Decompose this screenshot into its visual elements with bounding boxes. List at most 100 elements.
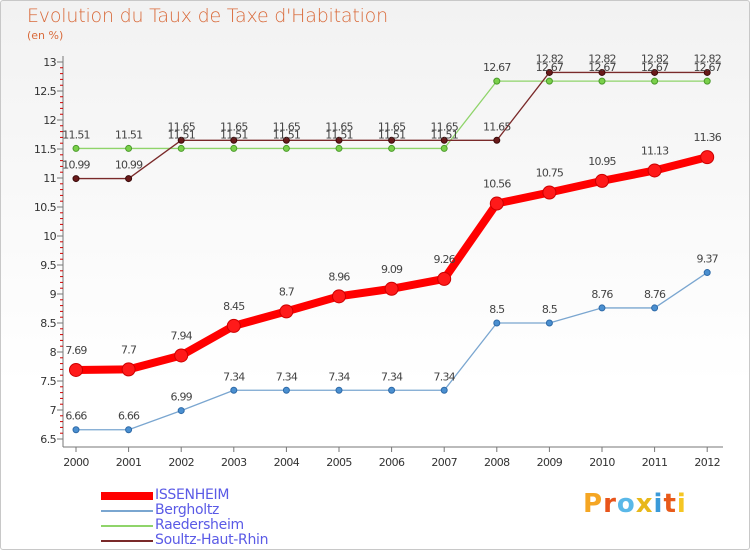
data-label-soultz-haut-rhin: 10.99 — [62, 159, 90, 172]
data-label-raedersheim: 11.51 — [325, 128, 353, 141]
data-label-soultz-haut-rhin: 11.65 — [220, 120, 248, 133]
data-label-soultz-haut-rhin: 12.82 — [693, 52, 721, 65]
y-axis-ticks: 6.5 7 7.5 8 8.5 9 9.5 10 10.5 11 11.5 12 12.5 13 — [34, 56, 57, 446]
data-point-bergholtz — [177, 407, 185, 415]
data-label-soultz-haut-rhin: 11.65 — [378, 120, 406, 133]
data-label-issenheim: 10.75 — [536, 167, 564, 180]
legend-label-raedersheim: Raedersheim — [155, 517, 244, 533]
data-label-issenheim: 11.36 — [693, 131, 721, 144]
data-point-bergholtz — [72, 426, 80, 434]
data-point-issenheim — [489, 196, 504, 211]
data-label-bergholtz: 6.66 — [118, 410, 140, 423]
data-point-bergholtz — [493, 319, 501, 327]
data-point-soultz-haut-rhin — [72, 175, 80, 183]
data-label-raedersheim: 11.51 — [273, 128, 301, 141]
data-label-raedersheim: 11.51 — [62, 128, 90, 141]
data-label-bergholtz: 9.37 — [697, 253, 719, 266]
data-label-raedersheim: 12.67 — [641, 61, 669, 74]
data-label-soultz-haut-rhin: 11.65 — [273, 120, 301, 133]
data-point-raedersheim — [545, 77, 553, 85]
data-point-bergholtz — [230, 386, 238, 394]
data-point-raedersheim — [493, 77, 501, 85]
data-label-issenheim: 10.56 — [483, 178, 511, 191]
data-label-issenheim: 8.96 — [328, 270, 350, 283]
data-label-bergholtz: 8.5 — [542, 303, 558, 316]
data-label-bergholtz: 8.5 — [489, 303, 505, 316]
x-tick-label: 2007 — [431, 456, 457, 469]
data-point-raedersheim — [388, 144, 396, 152]
data-point-issenheim — [647, 163, 662, 178]
legend-swatch-raedersheim — [101, 524, 153, 527]
logo-letter: i — [676, 489, 687, 519]
data-label-bergholtz: 8.76 — [591, 288, 613, 301]
x-tick-label: 2010 — [589, 456, 615, 469]
x-tick-label: 2002 — [168, 456, 194, 469]
data-label-raedersheim: 11.51 — [220, 128, 248, 141]
x-tick-label: 2009 — [537, 456, 563, 469]
data-label-issenheim: 8.7 — [279, 285, 295, 298]
data-point-soultz-haut-rhin — [335, 136, 343, 144]
data-label-issenheim: 7.7 — [121, 343, 137, 356]
data-label-issenheim: 9.26 — [434, 253, 456, 266]
data-label-soultz-haut-rhin: 11.65 — [167, 120, 195, 133]
data-label-raedersheim: 12.67 — [693, 61, 721, 74]
data-label-issenheim: 8.45 — [223, 300, 245, 313]
y-tick-label: 12.5 — [34, 85, 57, 98]
legend-item-raedersheim[interactable]: Raedersheim — [101, 518, 268, 533]
legend-item-soultz-haut-rhin[interactable]: Soultz-Haut-Rhin — [101, 533, 269, 548]
data-point-soultz-haut-rhin — [651, 68, 659, 76]
data-point-raedersheim — [282, 144, 290, 152]
y-tick-label: 9.5 — [40, 259, 56, 272]
data-point-issenheim — [384, 281, 399, 296]
data-point-raedersheim — [335, 144, 343, 152]
data-point-bergholtz — [335, 386, 343, 394]
data-label-layer: 7.69 7.7 7.94 8.45 8.7 8.96 9.09 9.26 10.56 10.75… — [62, 52, 722, 423]
data-label-issenheim: 9.09 — [381, 263, 403, 276]
logo-letter: r — [603, 489, 617, 519]
data-point-raedersheim — [440, 144, 448, 152]
data-label-raedersheim: 11.51 — [115, 128, 143, 141]
data-label-soultz-haut-rhin: 12.82 — [588, 52, 616, 65]
data-point-soultz-haut-rhin — [598, 68, 606, 76]
y-tick-label: 7 — [50, 404, 57, 417]
legend-item-bergholtz[interactable]: Bergholtz — [101, 503, 268, 518]
data-label-issenheim: 10.95 — [588, 155, 616, 168]
data-point-raedersheim — [125, 144, 133, 152]
data-point-soultz-haut-rhin — [440, 136, 448, 144]
legend-item-issenheim[interactable]: ISSENHEIM — [101, 488, 268, 503]
data-label-bergholtz: 7.34 — [381, 370, 403, 383]
data-point-bergholtz — [440, 386, 448, 394]
data-point-bergholtz — [125, 426, 133, 434]
data-label-bergholtz: 6.99 — [171, 391, 193, 404]
data-label-issenheim: 7.94 — [171, 329, 193, 342]
data-point-issenheim — [69, 362, 83, 377]
data-point-issenheim — [226, 318, 241, 333]
data-point-bergholtz — [282, 386, 290, 394]
data-label-raedersheim: 12.67 — [588, 61, 616, 74]
data-point-issenheim — [542, 185, 557, 200]
data-label-soultz-haut-rhin: 11.65 — [483, 120, 511, 133]
data-label-bergholtz: 6.66 — [65, 410, 87, 423]
x-tick-label: 2011 — [642, 456, 668, 469]
data-label-bergholtz: 8.76 — [644, 288, 666, 301]
data-point-bergholtz — [703, 269, 711, 277]
data-label-raedersheim: 11.51 — [167, 128, 195, 141]
data-label-bergholtz: 7.34 — [434, 370, 456, 383]
data-label-bergholtz: 7.34 — [276, 370, 298, 383]
y-tick-label: 13 — [43, 56, 56, 69]
x-axis-ticks: 2000 2001 2002 2003 2004 2005 2006 2007 2008 2009… — [63, 456, 720, 469]
x-tick-label: 2008 — [484, 456, 510, 469]
y-tick-label: 11.5 — [34, 143, 57, 156]
data-label-raedersheim: 11.51 — [378, 128, 406, 141]
logo-letter: o — [616, 489, 636, 519]
chart-legend: ISSENHEIM Bergholtz Raedersheim Soultz-H… — [101, 488, 269, 548]
data-point-soultz-haut-rhin — [230, 136, 238, 144]
data-point-soultz-haut-rhin — [545, 68, 553, 76]
data-point-bergholtz — [651, 304, 659, 312]
proxiti-logo[interactable]: Proxiti — [583, 489, 687, 519]
x-tick-label: 2000 — [63, 456, 89, 469]
legend-label-bergholtz: Bergholtz — [155, 502, 220, 518]
data-label-raedersheim: 12.67 — [536, 61, 564, 74]
data-label-issenheim: 11.13 — [641, 144, 669, 157]
y-tick-label: 6.5 — [40, 433, 56, 446]
